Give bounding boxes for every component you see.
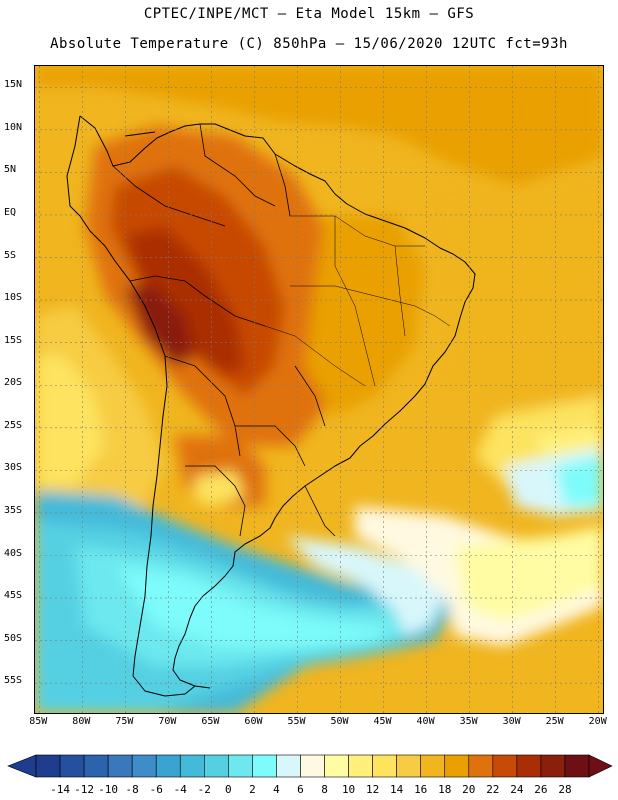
colorbar-label: 20 — [462, 783, 476, 796]
lon-label: 70W — [158, 716, 177, 727]
colorbar-swatch — [300, 754, 325, 778]
lat-label: 40S — [4, 547, 23, 559]
lon-label: 40W — [416, 716, 435, 727]
colorbar-label: 2 — [249, 783, 256, 796]
title-line-2: Absolute Temperature (C) 850hPa – 15/06/… — [50, 36, 568, 52]
lat-label: 15S — [4, 334, 23, 346]
lon-label: 25W — [545, 716, 564, 727]
colorbar-swatch — [131, 754, 157, 778]
lat-label: 55S — [4, 675, 23, 687]
colorbar-label: -4 — [173, 783, 187, 796]
colorbar-swatch — [252, 754, 277, 778]
colorbar-swatch — [516, 754, 542, 778]
colorbar-label: 0 — [225, 783, 232, 796]
lat-label: 35S — [4, 504, 23, 516]
map-panel — [34, 65, 604, 714]
colorbar-label: 8 — [321, 783, 328, 796]
lon-label: 75W — [115, 716, 134, 727]
colorbar-label: 26 — [534, 783, 548, 796]
coastline — [66, 115, 476, 697]
lon-label: 45W — [373, 716, 392, 727]
colorbar-swatch — [444, 754, 470, 778]
lon-label: 20W — [588, 716, 607, 727]
colorbar-label: -10 — [98, 783, 119, 796]
colorbar-swatch — [492, 754, 518, 778]
colorbar-arrow-low — [7, 754, 37, 778]
lat-label: 20S — [4, 377, 23, 389]
colorbar-swatch — [348, 754, 373, 778]
lat-label: 5N — [4, 164, 17, 176]
colorbar-swatch — [59, 754, 85, 778]
colorbar-label: 22 — [486, 783, 500, 796]
state-borders — [264, 215, 451, 387]
lon-label: 55W — [287, 716, 306, 727]
colorbar-label: 28 — [558, 783, 572, 796]
country-borders — [112, 123, 336, 537]
colorbar-label: -8 — [125, 783, 139, 796]
lat-label: 10S — [4, 292, 23, 304]
colorbar-swatch — [107, 754, 133, 778]
lon-label: 60W — [244, 716, 263, 727]
lat-label: 10N — [4, 121, 23, 133]
colorbar-swatch — [324, 754, 349, 778]
lat-label: 45S — [4, 590, 23, 602]
colorbar-swatch — [420, 754, 446, 778]
lat-label: EQ — [4, 206, 17, 218]
colorbar-swatch — [396, 754, 421, 778]
colorbar-swatch — [540, 754, 566, 778]
colorbar-label: 14 — [390, 783, 404, 796]
colorbar-label: 18 — [438, 783, 452, 796]
lon-label: 65W — [201, 716, 220, 727]
colorbar-label: 12 — [365, 783, 380, 796]
colorbar-swatch — [83, 754, 109, 778]
lon-label: 30W — [502, 716, 521, 727]
lon-label: 80W — [72, 716, 91, 727]
colorbar-swatch — [179, 754, 205, 778]
colorbar-label: -12 — [74, 783, 95, 796]
title-line-1: CPTEC/INPE/MCT – Eta Model 15km – GFS — [143, 6, 475, 22]
lat-label: 15N — [4, 79, 23, 91]
colorbar-swatch — [35, 754, 61, 778]
colorbar-label: 10 — [341, 783, 356, 796]
colorbar-swatch — [204, 754, 229, 778]
colorbar-swatch — [564, 754, 590, 778]
colorbar-label: 4 — [273, 783, 280, 796]
colorbar-swatch — [372, 754, 397, 778]
colorbar-label: 6 — [297, 783, 304, 796]
colorbar-label: 16 — [414, 783, 428, 796]
lon-label: 50W — [330, 716, 349, 727]
colorbar-label: -2 — [197, 783, 211, 796]
lat-label: 30S — [4, 462, 23, 474]
temperature-field — [35, 66, 603, 713]
colorbar-label: 24 — [510, 783, 524, 796]
lon-label: 35W — [459, 716, 478, 727]
colorbar-swatch — [155, 754, 181, 778]
colorbar-label: -6 — [149, 783, 163, 796]
lon-label: 85W — [29, 716, 48, 727]
colorbar-swatch — [276, 754, 301, 778]
colorbar-swatch — [468, 754, 494, 778]
colorbar-label: -14 — [50, 783, 70, 796]
colorbar-arrow-high — [588, 754, 613, 778]
lat-label: 25S — [4, 419, 23, 431]
colorbar — [7, 754, 613, 778]
lat-label: 50S — [4, 632, 23, 644]
colorbar-swatch — [228, 754, 253, 778]
lat-label: 5S — [4, 249, 17, 261]
temperature-map — [35, 66, 603, 713]
